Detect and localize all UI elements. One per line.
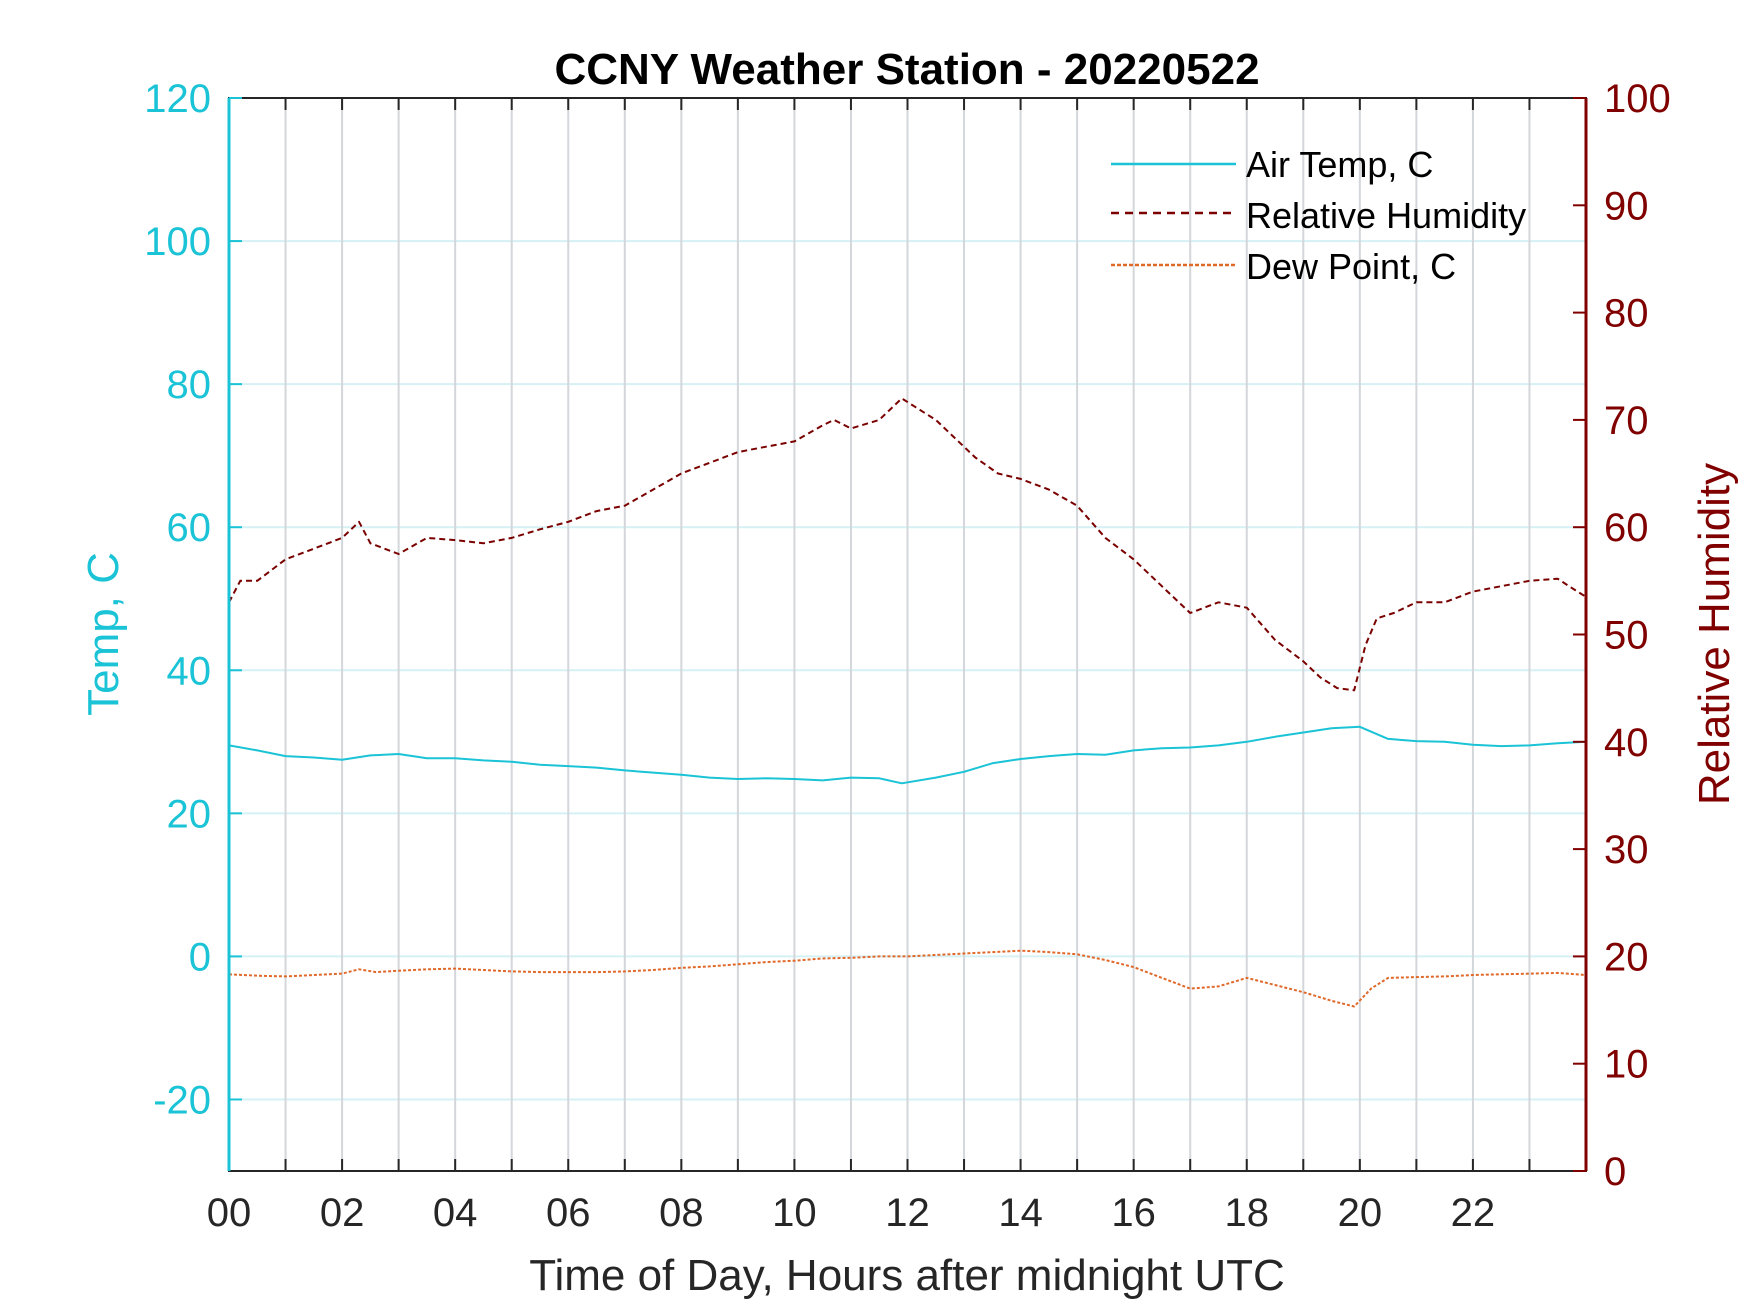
y-right-tick-label: 40	[1604, 721, 1649, 765]
axis-ticks	[229, 97, 1586, 1172]
y-left-tick-label: 20	[167, 792, 212, 836]
y-right-tick-label: 100	[1604, 77, 1671, 121]
y-right-tick-label: 60	[1604, 506, 1649, 550]
series-air-temp	[228, 725, 1587, 785]
y-right-tick-label: 30	[1604, 828, 1649, 872]
x-tick-label: 04	[433, 1191, 478, 1235]
x-tick-label: 22	[1451, 1191, 1496, 1235]
y-left-axis-title: Temp, C	[79, 552, 128, 716]
legend-label-dew-point: Dew Point, C	[1246, 246, 1456, 287]
plot-series	[228, 397, 1587, 1008]
y-right-tick-label: 20	[1604, 935, 1649, 979]
x-tick-label: 10	[772, 1191, 817, 1235]
legend-label-air-temp: Air Temp, C	[1246, 144, 1433, 185]
x-tick-label: 02	[320, 1191, 365, 1235]
x-tick-label: 06	[546, 1191, 591, 1235]
y-left-tick-label: 120	[144, 77, 211, 121]
x-tick-label: 18	[1225, 1191, 1270, 1235]
y-right-tick-label: 90	[1604, 184, 1649, 228]
y-left-tick-label: 60	[167, 506, 212, 550]
x-tick-label: 20	[1338, 1191, 1383, 1235]
y-left-tick-label: 40	[167, 649, 212, 693]
y-right-tick-label: 10	[1604, 1043, 1649, 1087]
x-tick-label: 00	[207, 1191, 252, 1235]
y-left-tick-label: 100	[144, 220, 211, 264]
x-tick-label: 16	[1111, 1191, 1156, 1235]
y-right-tick-label: 0	[1604, 1150, 1626, 1194]
x-tick-label: 08	[659, 1191, 704, 1235]
y-right-tick-label: 80	[1604, 292, 1649, 336]
y-left-tick-label: 0	[189, 935, 211, 979]
x-tick-label: 14	[998, 1191, 1043, 1235]
y-left-tick-labels: -20 0 20 40 60 80 100 120	[144, 77, 211, 1122]
x-tick-label: 12	[885, 1191, 930, 1235]
grid-lines	[229, 98, 1586, 1171]
x-axis-title: Time of Day, Hours after midnight UTC	[529, 1251, 1285, 1300]
chart-title: CCNY Weather Station - 20220522	[554, 45, 1259, 94]
y-right-tick-label: 50	[1604, 614, 1649, 658]
y-right-tick-label: 70	[1604, 399, 1649, 443]
x-tick-labels: 00 02 04 06 08 10 12 14 16 18 20 22	[207, 1191, 1495, 1235]
y-left-tick-label: -20	[153, 1078, 211, 1122]
y-right-axis-title: Relative Humidity	[1690, 463, 1739, 805]
legend: Air Temp, C Relative Humidity Dew Point,…	[1111, 144, 1526, 287]
series-dew-point	[228, 949, 1587, 1008]
legend-label-humidity: Relative Humidity	[1246, 195, 1526, 236]
y-right-tick-labels: 0 10 20 30 40 50 60 70 80 90 100	[1604, 77, 1671, 1194]
y-left-tick-label: 80	[167, 363, 212, 407]
